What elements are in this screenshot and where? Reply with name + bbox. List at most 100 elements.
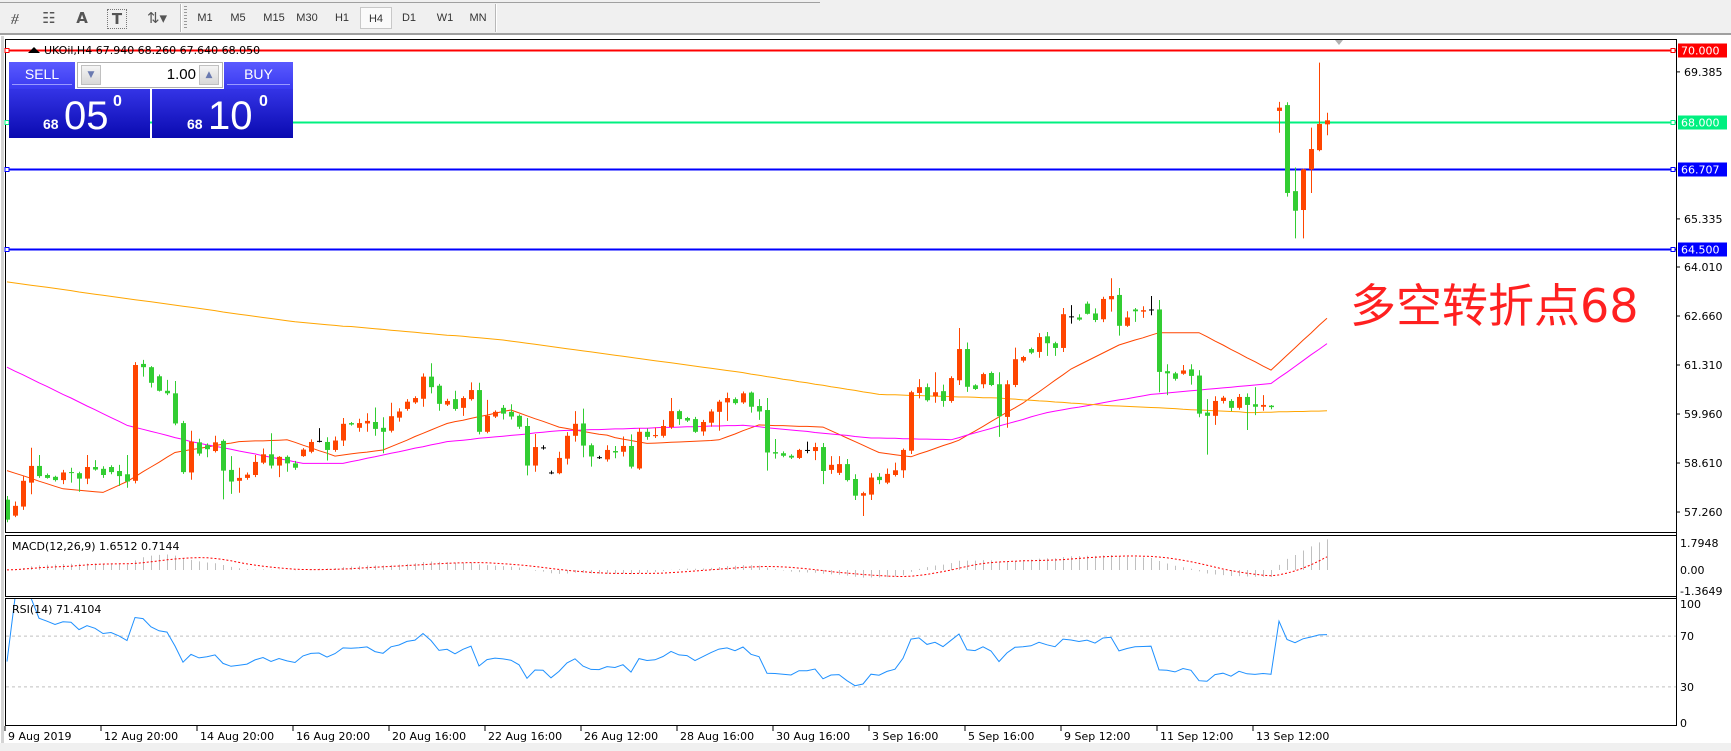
candle-body (1069, 316, 1074, 318)
arrows-dropdown-icon[interactable]: ⇅▾ (146, 9, 168, 27)
toolbar-top-border (0, 0, 820, 3)
candle (709, 409, 714, 427)
lot-decrease-icon[interactable]: ▼ (81, 65, 101, 85)
candle (165, 379, 170, 396)
candle-body (605, 449, 610, 460)
candle (1237, 394, 1242, 410)
candle (701, 419, 706, 436)
line-anchor-handle[interactable] (1670, 167, 1676, 172)
macd-axis-label: 1.7948 (1680, 537, 1719, 550)
line-anchor-handle[interactable] (1670, 247, 1676, 252)
lot-size-value[interactable]: 1.00 (166, 66, 196, 83)
candle-body (789, 455, 794, 458)
timeframe-m1[interactable]: M1 (197, 12, 213, 24)
candle-body (893, 470, 898, 475)
candle-body (1101, 298, 1106, 320)
lot-increase-icon[interactable]: ▲ (199, 65, 219, 85)
buy-price-box[interactable]: 68 10 0 (152, 89, 293, 138)
candle-body (477, 390, 482, 432)
candle-body (797, 449, 802, 458)
candle-body (93, 467, 98, 470)
candle (77, 471, 82, 492)
candle-body (989, 372, 994, 385)
line-anchor-handle[interactable] (4, 167, 10, 172)
candle-body (965, 349, 970, 387)
candle (1173, 371, 1178, 381)
timeframe-h4[interactable]: H4 (360, 7, 392, 29)
price-line-label-bg (1678, 242, 1727, 257)
fibonacci-grid-icon[interactable]: ☷ (42, 9, 56, 27)
symbol-info: UKOil,H4 67.940 68.260 67.640 68.050 (44, 44, 260, 57)
moving-average-line (6, 317, 1328, 493)
line-anchor-handle[interactable] (4, 48, 10, 53)
candle (53, 475, 58, 482)
candle (893, 462, 898, 477)
candle (493, 410, 498, 419)
timeframe-mn[interactable]: MN (469, 12, 487, 24)
candle (173, 380, 178, 426)
timeframe-h1[interactable]: H1 (334, 12, 350, 24)
candle (349, 422, 354, 426)
candle (1189, 364, 1194, 385)
candle (213, 435, 218, 453)
candle-body (597, 457, 602, 459)
candle (557, 451, 562, 475)
line-anchor-handle[interactable] (1670, 48, 1676, 53)
candle (277, 456, 282, 478)
text-label-icon[interactable]: A (76, 9, 88, 27)
price-tick-label: 58.610 (1684, 457, 1723, 470)
candle-body (1165, 371, 1170, 374)
candle (533, 433, 538, 472)
line-anchor-handle[interactable] (4, 247, 10, 252)
candle (1301, 168, 1306, 239)
candle (1141, 306, 1146, 318)
text-box-icon[interactable]: T (107, 9, 127, 29)
lot-size-field[interactable]: ▼ 1.00 ▲ (77, 62, 223, 88)
chart-annotation-text[interactable]: 多空转折点68 (1350, 279, 1639, 333)
candle (733, 397, 738, 405)
line-anchor-handle[interactable] (1670, 120, 1676, 125)
candle-body (533, 447, 538, 466)
timeframe-m5[interactable]: M5 (230, 12, 246, 24)
candle-body (1317, 123, 1322, 151)
candle-body (749, 392, 754, 407)
sell-button[interactable]: SELL (9, 62, 75, 89)
candle-body (493, 411, 498, 417)
candle-body (933, 392, 938, 397)
candle (141, 359, 146, 377)
candle (805, 441, 810, 454)
time-tick-label: 16 Aug 20:00 (296, 730, 370, 743)
toolbar-grip[interactable] (184, 6, 187, 30)
candle (685, 416, 690, 423)
candle (1133, 308, 1138, 322)
chart-expert-icon[interactable]: ⧣ (10, 9, 20, 27)
price-tick-label: 61.310 (1684, 359, 1723, 372)
timeframe-m30[interactable]: M30 (296, 12, 318, 24)
candle-body (509, 411, 514, 417)
price-tick-label: 57.260 (1684, 506, 1723, 519)
candle-body (125, 474, 130, 482)
candle-body (813, 447, 818, 452)
chart-shift-marker[interactable] (1335, 40, 1343, 45)
sell-price-box[interactable]: 68 05 0 (9, 89, 150, 138)
candle-body (957, 349, 962, 381)
candle (13, 501, 18, 518)
candle-body (325, 441, 330, 450)
candle (293, 460, 298, 470)
timeframe-d1[interactable]: D1 (401, 12, 417, 24)
candle (21, 476, 26, 510)
time-tick-label: 30 Aug 16:00 (776, 730, 850, 743)
buy-button[interactable]: BUY (224, 62, 293, 89)
timeframe-m15[interactable]: M15 (263, 12, 285, 24)
candle (797, 448, 802, 460)
candle-body (837, 464, 842, 473)
candle (133, 362, 138, 484)
timeframe-w1[interactable]: W1 (436, 12, 454, 24)
candle (949, 376, 954, 403)
candle-body (621, 445, 626, 452)
candle-body (317, 440, 322, 442)
candle-body (1277, 107, 1282, 111)
candle (221, 439, 226, 500)
candle-body (301, 449, 306, 457)
